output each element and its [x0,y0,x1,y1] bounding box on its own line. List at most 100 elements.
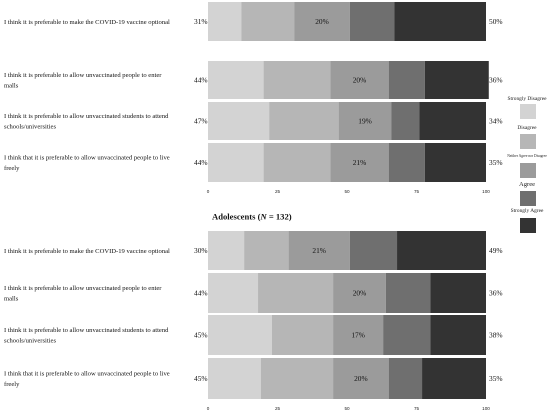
adolescents-bar-1-strongly-agree [397,231,486,270]
adolescents-x-tick-50: 50 [344,406,350,411]
adults-bar-2-agree [388,61,425,99]
adolescents-bar-3-neither-agree-nor-disagree [333,315,384,355]
adolescents-row-3-neutral-pct: 17% [351,331,365,340]
adolescents-bar-3-agree [383,315,431,355]
adolescents-bar-1-agree [349,231,398,270]
adults-bar-4-agree [388,143,425,182]
adolescents-row-2-neutral-pct: 20% [353,289,367,298]
adults-row-2-neutral-pct: 20% [353,76,367,85]
legend-swatch-strongly-agree [520,218,536,233]
legend-swatch-disagree [520,134,536,149]
adolescents-bar-1-strongly-disagree [208,231,245,270]
adolescents-row-3-label-line-1: I think it is preferable to allow unvacc… [4,327,169,334]
adolescents-chart-title: Adolescents (N = 132) [212,212,292,222]
adolescents-row-3-label-line-2: schools/universities [4,338,56,345]
adolescents-bar-2-neither-agree-nor-disagree [333,273,386,313]
adults-bar-4-neither-agree-nor-disagree [330,143,389,182]
adults-row-3-label-line-2: schools/universities [4,124,56,131]
adolescents-bar-2-disagree [258,273,334,313]
adults-row-3-neutral-pct: 19% [358,117,372,126]
adolescents-x-tick-75: 75 [414,406,420,411]
adolescents-row-divider-3 [208,355,486,358]
adolescents-row-4-label-line-2: freely [4,381,20,388]
adults-row-4-label-line-1: I think that it is preferable to allow u… [4,155,170,162]
adolescents-row-1-label-line-1: I think it is preferable to make the COV… [4,248,170,255]
adults-x-tick-25: 25 [275,189,281,194]
adolescents-x-tick-25: 25 [275,406,281,411]
adolescents-bar-4-strongly-disagree [208,358,261,399]
adolescents-bar-2-agree [385,273,431,313]
adolescents-row-1-disagree-pct: 30% [194,246,208,255]
adults-x-tick-100: 100 [482,189,490,194]
adolescents-row-2-label-line-2: malls [4,296,19,303]
adults-row-2-disagree-pct: 44% [194,76,208,85]
adolescents-row-1-agree-pct: 49% [489,246,503,255]
adolescents-row-divider-1 [208,270,486,273]
adolescents-bar-2-strongly-agree [430,273,486,313]
adolescents-bar-3-strongly-agree [430,315,486,355]
adolescents-bar-4-strongly-agree [422,358,486,399]
adults-row-2-label-line-1: I think it is preferable to allow unvacc… [4,72,162,79]
adults-bar-1-disagree [241,2,295,41]
adults-x-tick-0: 0 [207,189,210,194]
adolescents-row-divider-4 [208,399,486,402]
adolescents-row-3-agree-pct: 38% [489,331,503,340]
legend-label-strongly-disagree: Strongly Disagree [507,96,547,102]
adolescents-row-2-label-line-1: I think it is preferable to allow unvacc… [4,285,162,292]
adults-row-1-agree-pct: 50% [489,17,503,26]
adults-row-4-neutral-pct: 21% [353,158,367,167]
adolescents-bar-4-disagree [260,358,334,399]
adults-row-divider-1 [208,41,486,44]
adults-row-4-label-line-2: freely [4,165,20,172]
adults-bar-2-strongly-disagree [208,61,264,99]
adults-row-2-label-line-2: malls [4,83,19,90]
adults-bar-4-disagree [263,143,331,182]
adults-bar-1-strongly-disagree [208,2,242,41]
adults-bar-1-agree [349,2,395,41]
adults-bar-4-strongly-agree [424,143,486,182]
adolescents-bar-1-neither-agree-nor-disagree [288,231,350,270]
adolescents-row-2-disagree-pct: 44% [194,289,208,298]
adolescents-bar-3-strongly-disagree [208,315,272,355]
adults-row-3-label-line-1: I think it is preferable to allow unvacc… [4,113,169,120]
legend-label-agree: Agree [519,181,535,188]
adults-bar-1-neither-agree-nor-disagree [294,2,350,41]
adults-bar-3-agree [391,102,420,140]
adolescents-bar-4-agree [388,358,423,399]
adolescents-row-4-disagree-pct: 45% [194,374,208,383]
adults-row-3-disagree-pct: 47% [194,117,208,126]
adults-bar-3-strongly-disagree [208,102,270,140]
legend-label-strongly-agree: Strongly Agree [511,208,544,214]
adults-row-divider-4 [208,182,486,185]
adolescents-row-1-neutral-pct: 21% [312,246,326,255]
adults-bar-3-strongly-agree [419,102,486,140]
adults-row-1-disagree-pct: 31% [194,17,208,26]
adults-row-4-agree-pct: 35% [489,158,503,167]
adults-bar-2-neither-agree-nor-disagree [330,61,389,99]
legend-label-neither-agree-nor-disagree: Neither Agree nor Disagree [507,154,547,158]
adults-row-3-agree-pct: 34% [489,117,503,126]
adults-row-divider-2 [208,99,486,102]
adults-row-1-neutral-pct: 20% [315,17,329,26]
legend-swatch-agree [520,191,536,206]
legend-swatch-strongly-disagree [520,104,536,119]
adolescents-row-divider-2 [208,313,486,316]
adolescents-row-4-agree-pct: 35% [489,374,503,383]
legend-label-disagree: Disagree [517,125,537,131]
adolescents-row-3-disagree-pct: 45% [194,331,208,340]
adolescents-bar-3-disagree [271,315,334,355]
adolescents-row-4-label-line-1: I think that it is preferable to allow u… [4,371,170,378]
adolescents-x-tick-0: 0 [207,406,210,411]
adolescents-row-2-agree-pct: 36% [489,289,503,298]
adults-bar-2-disagree [263,61,331,99]
adults-bar-4-strongly-disagree [208,143,264,182]
adults-x-tick-50: 50 [344,189,350,194]
adolescents-x-tick-100: 100 [482,406,490,411]
adolescents-bar-4-neither-agree-nor-disagree [333,358,389,399]
adults-row-4-disagree-pct: 44% [194,158,208,167]
adolescents-row-4-neutral-pct: 20% [354,374,368,383]
adults-bar-1-strongly-agree [394,2,486,41]
adults-bar-3-disagree [269,102,339,140]
adults-row-divider-3 [208,140,486,143]
